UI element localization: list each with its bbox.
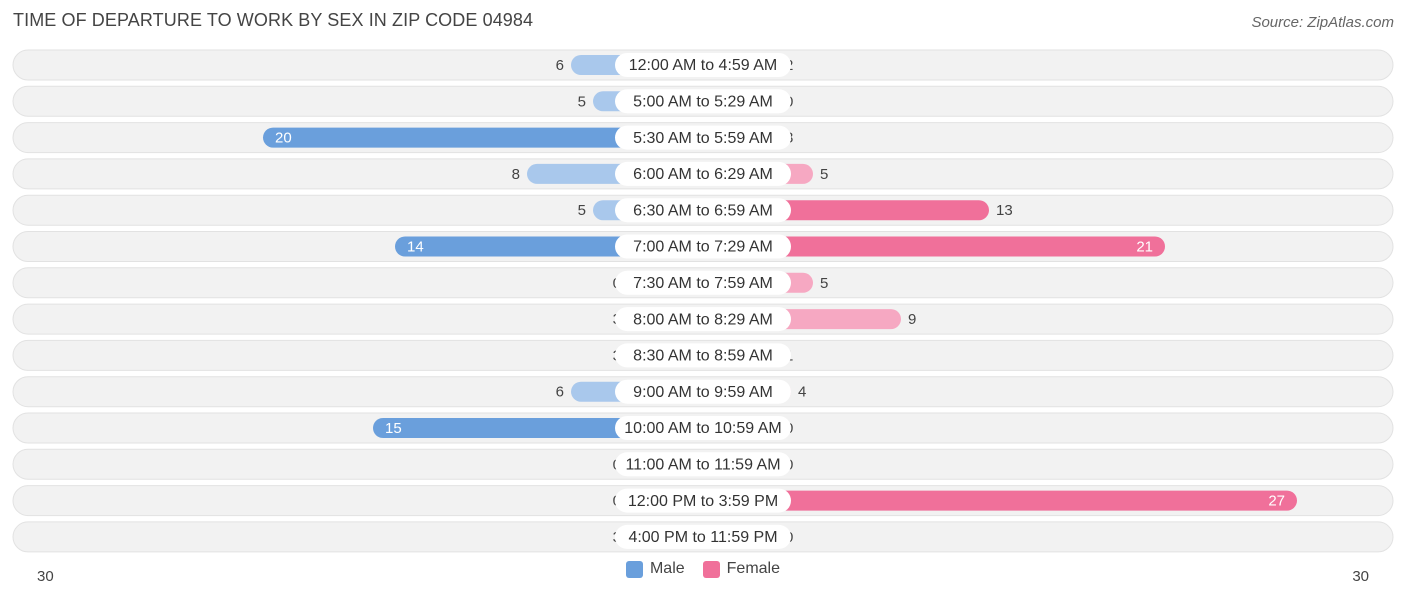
legend-label-female: Female	[726, 560, 781, 577]
category-label-background	[615, 524, 791, 549]
value-label-male: 5	[578, 202, 586, 219]
category-label-background	[615, 198, 791, 223]
axis-label-left: 30	[37, 568, 54, 585]
category-label-background	[615, 234, 791, 259]
value-label-male: 14	[407, 238, 424, 255]
legend-label-male: Male	[649, 560, 685, 577]
category-label-background	[615, 270, 791, 295]
category-label-background	[615, 343, 791, 368]
category-label-background	[615, 488, 791, 513]
value-label-female: 5	[820, 166, 828, 183]
value-label-male: 8	[512, 166, 520, 183]
category-label: 10:00 AM to 10:59 AM	[624, 420, 781, 437]
legend-swatch-male	[625, 560, 643, 578]
value-label-male: 6	[556, 57, 564, 74]
category-label-background	[615, 416, 791, 440]
legend-item-female: Female	[702, 560, 781, 578]
value-label-female: 13	[996, 202, 1013, 219]
legend-item-male: Male	[625, 560, 685, 578]
category-label: 8:30 AM to 8:59 AM	[633, 348, 773, 365]
category-label: 8:00 AM to 8:29 AM	[633, 311, 773, 328]
category-label-background	[615, 161, 791, 186]
category-label: 12:00 AM to 4:59 AM	[629, 57, 778, 74]
category-label: 7:30 AM to 7:59 AM	[633, 275, 773, 292]
category-label: 11:00 AM to 11:59 AM	[625, 457, 780, 474]
category-label-background	[615, 53, 791, 77]
category-label: 6:00 AM to 6:29 AM	[633, 166, 773, 183]
value-label-male: 6	[556, 384, 564, 401]
value-label-female: 9	[908, 311, 916, 328]
value-label-male: 20	[275, 130, 292, 147]
chart-source: Source: ZipAtlas.com	[1251, 14, 1394, 31]
value-label-male: 15	[385, 420, 402, 437]
value-label-female: 27	[1268, 493, 1285, 510]
value-label-male: 5	[578, 93, 586, 110]
category-label-background	[615, 452, 791, 477]
category-label: 6:30 AM to 6:59 AM	[633, 202, 773, 219]
category-label: 5:00 AM to 5:29 AM	[633, 94, 773, 111]
category-label-background	[615, 89, 791, 114]
category-label: 7:00 AM to 7:29 AM	[633, 239, 773, 256]
axis-label-right: 30	[1352, 568, 1369, 585]
chart-legend: Male Female	[0, 560, 1406, 578]
category-label-background	[615, 379, 791, 404]
value-label-female: 21	[1136, 238, 1153, 255]
bar-male	[263, 127, 703, 148]
category-label: 9:00 AM to 9:59 AM	[633, 384, 773, 401]
category-label: 12:00 PM to 3:59 PM	[628, 493, 778, 510]
bar-female	[703, 490, 1297, 511]
category-label: 4:00 PM to 11:59 PM	[628, 529, 777, 546]
chart-title: TIME OF DEPARTURE TO WORK BY SEX IN ZIP …	[13, 10, 534, 30]
legend-swatch-female	[702, 560, 720, 578]
category-label-background	[615, 307, 791, 332]
bar-female	[703, 236, 1165, 257]
value-label-female: 4	[798, 384, 806, 401]
category-label-background	[615, 125, 791, 150]
value-label-female: 5	[820, 275, 828, 292]
category-label: 5:30 AM to 5:59 AM	[633, 130, 773, 147]
